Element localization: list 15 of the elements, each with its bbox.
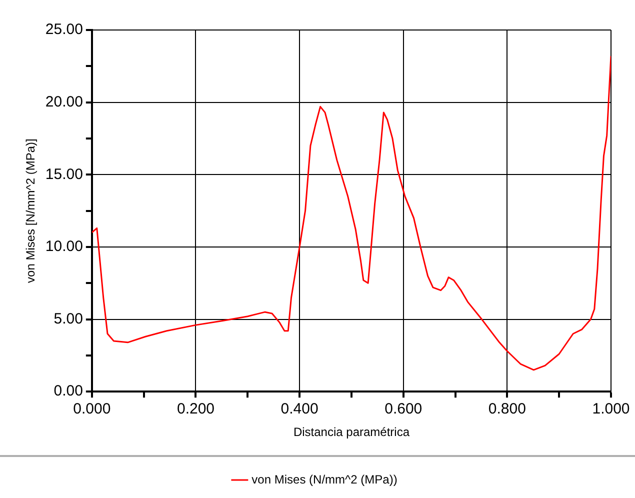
x-tick-label: 0.000: [73, 400, 111, 418]
x-axis-title: Distancia paramétrica: [293, 425, 410, 440]
legend-label: von Mises (N/mm^2 (MPa)): [252, 472, 398, 486]
y-tick-label: 20.00: [45, 93, 83, 110]
x-tick-label: 0.200: [176, 400, 215, 418]
y-axis-title: von Mises [N/mm^2 (MPa)]: [24, 138, 38, 283]
y-tick-label: 25.00: [45, 21, 83, 38]
y-tick-label: 5.00: [54, 310, 83, 328]
y-tick-label: 10.00: [45, 238, 83, 256]
y-tick-label: 15.00: [45, 166, 83, 183]
x-tick-label: 1.000: [592, 400, 630, 418]
x-tick-label: 0.600: [384, 400, 422, 418]
y-tick-label: 0.00: [54, 382, 83, 400]
x-tick-label: 0.400: [280, 400, 318, 418]
x-tick-label: 0.800: [488, 400, 526, 418]
